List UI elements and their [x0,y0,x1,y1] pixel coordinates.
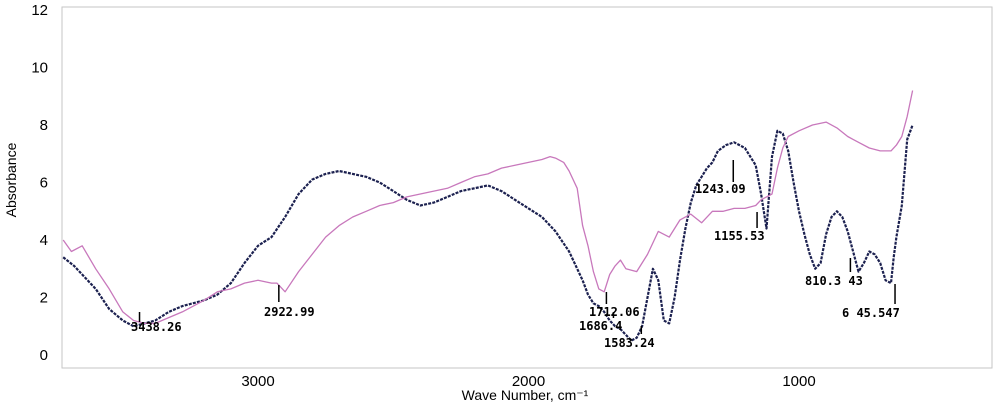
spectrum-series [62,90,914,342]
peak-label: 810.3 43 [805,274,863,288]
x-tick-label: 3000 [241,373,274,390]
y-tick-label: 6 [40,175,48,192]
y-tick-label: 2 [40,290,48,307]
peak-label: 1243.09 [695,182,746,196]
y-tick-label: 0 [40,347,48,364]
peak-label: 1712.06 [589,305,640,319]
spectrum-line-pink [62,90,914,325]
x-tick-labels: 3000 2000 1000 [241,373,815,390]
peak-label: 1583.24 [604,336,655,350]
peak-label: 3438.26 [131,320,182,334]
y-tick-labels: 0 2 4 6 8 10 12 [31,2,48,364]
x-tick-label: 2000 [512,373,545,390]
y-tick-label: 4 [40,232,48,249]
plot-frame [61,6,993,369]
peak-label: 1686.4 [579,319,622,333]
y-axis-title: Absorbance [3,142,19,217]
y-tick-label: 10 [31,60,48,77]
x-axis-title: Wave Number, cm⁻¹ [462,387,589,403]
peak-label: 2922.99 [264,305,315,319]
y-tick-label: 8 [40,117,48,134]
peak-label: 6 45.547 [842,306,900,320]
spectrum-line-dark [62,124,914,342]
peak-label: 1155.53 [714,229,765,243]
x-tick-label: 1000 [782,373,815,390]
y-tick-label: 12 [31,2,48,19]
